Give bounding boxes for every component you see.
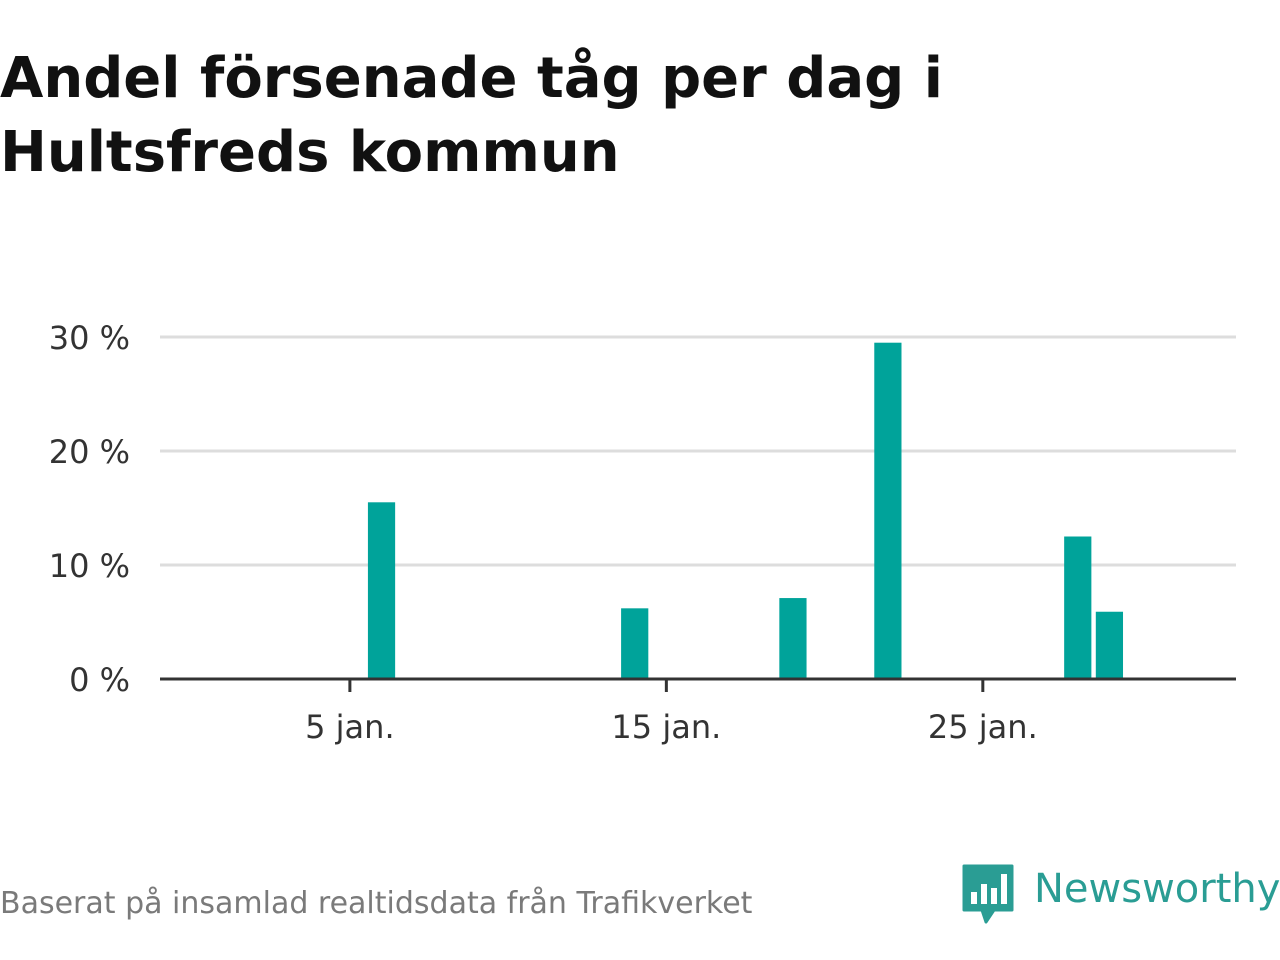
- y-tick-label: 0 %: [69, 661, 130, 699]
- bar: [779, 598, 807, 679]
- chart-title: Andel försenade tåg per dag i Hultsfreds…: [0, 42, 1100, 190]
- x-tick-label: 15 jan.: [611, 708, 721, 746]
- bar: [367, 502, 396, 679]
- bar: [1064, 536, 1092, 679]
- x-tick-label: 25 jan.: [928, 708, 1038, 746]
- x-axis-tick-labels: 5 jan. 15 jan. 25 jan.: [305, 708, 1038, 746]
- bar-chart-icon: [962, 864, 1014, 924]
- bar: [1095, 611, 1124, 679]
- y-tick-label: 30 %: [49, 319, 130, 357]
- y-tick-label: 20 %: [49, 433, 130, 471]
- bar: [874, 342, 902, 679]
- x-tick-label: 5 jan.: [305, 708, 394, 746]
- brand-name: Newsworthy: [1034, 866, 1280, 912]
- title-line-2: Hultsfreds kommun: [0, 120, 620, 185]
- y-tick-label: 10 %: [49, 547, 130, 585]
- title-line-1: Andel försenade tåg per dag i: [0, 46, 943, 111]
- x-axis: [160, 677, 1236, 692]
- gridlines: [160, 335, 1236, 567]
- source-note: Baserat på insamlad realtidsdata från Tr…: [0, 886, 753, 921]
- bar: [621, 608, 649, 679]
- bars: [367, 342, 1124, 679]
- bar-chart: 0 % 10 % 20 % 30 % 5 jan. 15 jan. 25 jan.: [49, 319, 1236, 746]
- y-axis-tick-labels: 0 % 10 % 20 % 30 %: [49, 319, 130, 699]
